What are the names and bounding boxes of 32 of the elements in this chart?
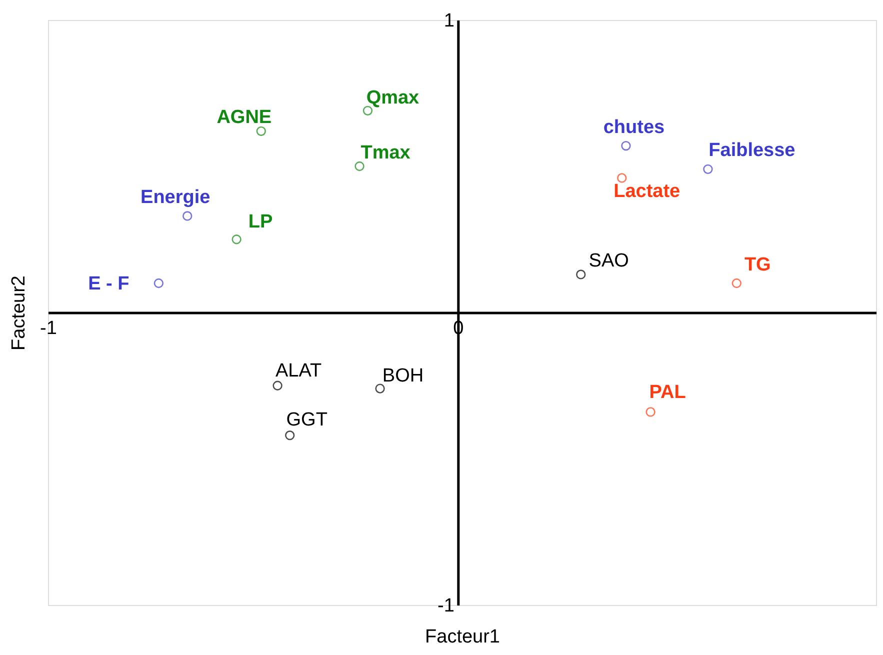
x-axis-title: Facteur1	[425, 626, 500, 648]
series-label: Qmax	[366, 88, 420, 109]
series-label: E - F	[88, 273, 130, 294]
y-axis-title: Facteur2	[8, 276, 30, 350]
series-label: ALAT	[275, 360, 322, 382]
series-label: LP	[248, 211, 274, 232]
point	[256, 126, 266, 136]
point	[182, 211, 192, 221]
point	[576, 270, 586, 280]
series-label: BOH	[382, 366, 424, 387]
series-label: AGNE	[216, 107, 272, 128]
series-label: Energie	[140, 186, 210, 208]
series-label: Tmax	[360, 142, 411, 164]
point	[232, 234, 242, 244]
series-label: Lactate	[614, 180, 680, 202]
point	[285, 430, 295, 440]
point	[646, 407, 656, 417]
point	[354, 161, 364, 172]
point	[703, 164, 713, 174]
series-label: Faiblesse	[708, 140, 796, 162]
point	[375, 384, 385, 394]
series-label: PAL	[649, 382, 686, 403]
point	[272, 380, 282, 390]
point	[617, 173, 627, 183]
series-label: SAO	[588, 250, 629, 272]
series-label: GGT	[286, 409, 328, 430]
point	[154, 278, 164, 288]
y-tick-label: 1	[444, 10, 454, 32]
series-label: chutes	[603, 116, 665, 138]
point	[621, 140, 631, 151]
series-label: TG	[744, 254, 771, 276]
point	[732, 278, 742, 288]
